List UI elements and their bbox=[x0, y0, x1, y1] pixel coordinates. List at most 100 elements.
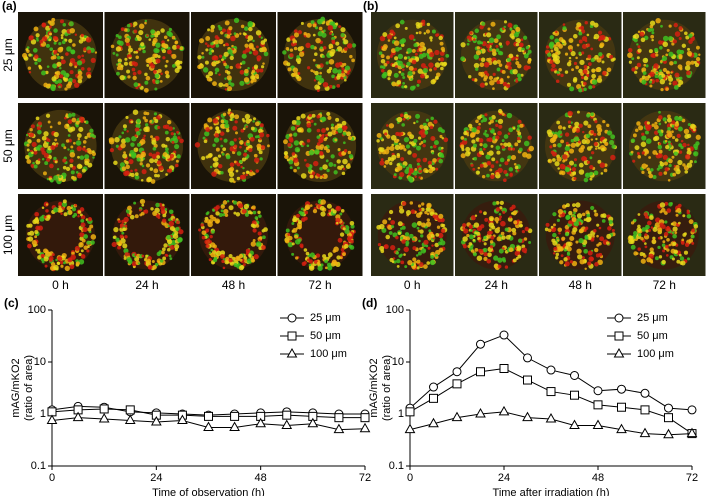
cell-speckle bbox=[92, 150, 95, 153]
cell-speckle bbox=[72, 79, 76, 83]
cell-speckle bbox=[478, 240, 481, 243]
cell-speckle bbox=[401, 64, 405, 68]
panel-label: (b) bbox=[363, 0, 378, 13]
cell-speckle bbox=[53, 51, 56, 54]
cell-speckle bbox=[202, 230, 207, 235]
cell-speckle bbox=[206, 155, 209, 158]
cell-speckle bbox=[162, 247, 166, 251]
cell-speckle bbox=[334, 139, 337, 142]
cell-speckle bbox=[297, 72, 300, 75]
cell-speckle bbox=[264, 38, 267, 41]
cell-speckle bbox=[167, 120, 171, 124]
cell-speckle bbox=[431, 79, 436, 84]
cell-speckle bbox=[322, 134, 325, 137]
cell-speckle bbox=[343, 39, 348, 44]
cell-speckle bbox=[416, 254, 419, 257]
cell-speckle bbox=[310, 175, 314, 179]
cell-speckle bbox=[76, 171, 79, 174]
cell-speckle bbox=[200, 223, 204, 227]
cell-speckle bbox=[489, 228, 492, 231]
cell-speckle bbox=[404, 265, 407, 268]
cell-speckle bbox=[391, 82, 396, 87]
cell-speckle bbox=[681, 241, 685, 245]
cell-speckle bbox=[145, 123, 148, 126]
cell-speckle bbox=[262, 235, 266, 239]
cell-speckle bbox=[256, 55, 261, 60]
cell-speckle bbox=[304, 159, 307, 162]
cell-speckle bbox=[319, 167, 323, 171]
cell-speckle bbox=[556, 244, 560, 248]
cell-speckle bbox=[594, 248, 598, 252]
cell-speckle bbox=[407, 71, 412, 76]
legend-label: 100 μm bbox=[310, 348, 347, 360]
cell-speckle bbox=[644, 76, 649, 81]
cell-speckle bbox=[659, 255, 662, 258]
cell-speckle bbox=[27, 244, 32, 249]
cell-speckle bbox=[121, 132, 124, 135]
cell-speckle bbox=[259, 35, 262, 38]
cell-speckle bbox=[597, 132, 601, 136]
cell-speckle bbox=[150, 29, 155, 34]
cell-speckle bbox=[601, 172, 604, 175]
cell-speckle bbox=[66, 139, 69, 142]
data-point bbox=[100, 414, 109, 422]
cell-speckle bbox=[34, 218, 39, 223]
cell-speckle bbox=[259, 236, 263, 240]
cell-speckle bbox=[609, 220, 613, 224]
cell-speckle bbox=[244, 204, 249, 209]
cell-speckle bbox=[142, 169, 147, 174]
y-axis-label: mAG/mKO2 bbox=[10, 358, 22, 417]
cell-speckle bbox=[572, 167, 576, 171]
cell-speckle bbox=[167, 39, 169, 41]
cell-speckle bbox=[65, 52, 69, 56]
cell-speckle bbox=[41, 258, 44, 261]
cell-speckle bbox=[328, 162, 333, 167]
cell-speckle bbox=[77, 215, 79, 217]
cell-speckle bbox=[53, 28, 58, 33]
data-point bbox=[524, 376, 532, 384]
cell-speckle bbox=[604, 142, 608, 146]
cell-speckle bbox=[658, 172, 662, 176]
cell-speckle bbox=[49, 25, 52, 28]
cell-speckle bbox=[559, 170, 563, 174]
cell-speckle bbox=[479, 210, 482, 213]
cell-speckle bbox=[679, 254, 682, 257]
cell-speckle bbox=[687, 211, 690, 214]
cell-speckle bbox=[349, 55, 352, 58]
cell-speckle bbox=[252, 70, 255, 73]
cell-speckle bbox=[387, 72, 391, 76]
cell-speckle bbox=[496, 80, 500, 84]
cell-speckle bbox=[549, 145, 552, 148]
cell-speckle bbox=[224, 123, 229, 128]
cell-speckle bbox=[62, 255, 65, 258]
cell-speckle bbox=[645, 245, 648, 248]
cell-speckle bbox=[242, 172, 245, 175]
cell-speckle bbox=[38, 121, 42, 125]
cell-speckle bbox=[628, 48, 633, 53]
cell-speckle bbox=[496, 207, 500, 211]
cell-speckle bbox=[34, 54, 38, 58]
cell-speckle bbox=[149, 152, 153, 156]
cell-speckle bbox=[51, 18, 55, 22]
cell-speckle bbox=[504, 134, 509, 139]
cell-speckle bbox=[58, 42, 61, 45]
cell-speckle bbox=[135, 214, 139, 218]
cell-speckle bbox=[486, 32, 491, 37]
cell-speckle bbox=[320, 211, 325, 216]
cell-speckle bbox=[574, 62, 577, 65]
cell-speckle bbox=[26, 134, 28, 136]
cell-speckle bbox=[313, 209, 317, 213]
cell-speckle bbox=[144, 73, 148, 77]
cell-speckle bbox=[248, 255, 251, 258]
cell-speckle bbox=[34, 235, 37, 238]
cell-speckle bbox=[511, 30, 515, 34]
cell-speckle bbox=[172, 64, 176, 68]
cell-speckle bbox=[161, 251, 165, 255]
cell-speckle bbox=[57, 262, 60, 265]
cell-speckle bbox=[499, 164, 502, 167]
cell-speckle bbox=[249, 44, 254, 49]
cell-speckle bbox=[68, 81, 72, 85]
cell-speckle bbox=[342, 159, 348, 165]
cell-speckle bbox=[587, 124, 591, 128]
cell-speckle bbox=[314, 123, 317, 126]
